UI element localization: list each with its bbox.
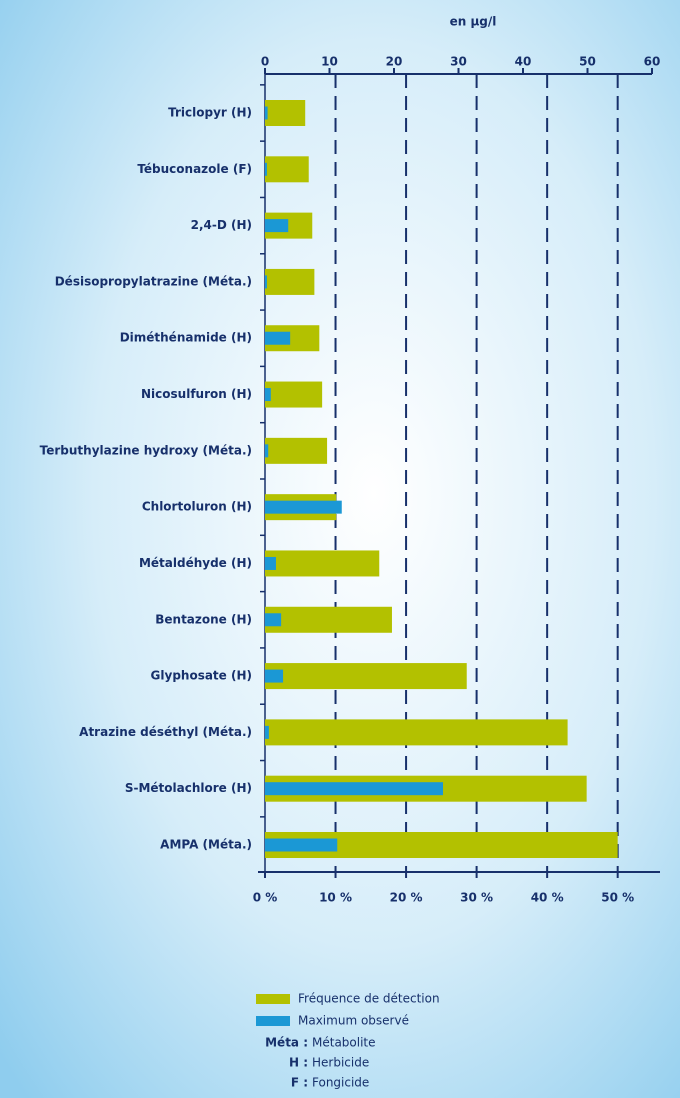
y-tick-label: Triclopyr (H) [168, 106, 252, 120]
y-tick-label: S-Métolachlore (H) [125, 781, 252, 795]
x-tick-label: 10 % [319, 891, 352, 905]
y-tick-label: Diméthénamide (H) [120, 331, 252, 345]
bar [265, 331, 291, 345]
bar [265, 556, 276, 570]
x-tick-label: 40 % [531, 891, 564, 905]
bar [265, 613, 282, 627]
x2-axis-title: en µg/l [450, 15, 497, 29]
x-tick-label: 0 % [253, 891, 278, 905]
bar [265, 275, 267, 289]
note-text: Fongicide [312, 1076, 369, 1090]
x2-tick-label: 0 [261, 55, 269, 69]
x2-tick-label: 40 [515, 55, 532, 69]
bar [265, 550, 380, 577]
note-abbr: H : [289, 1056, 308, 1070]
bar [265, 268, 315, 295]
x2-tick-label: 50 [579, 55, 596, 69]
y-tick-label: Nicosulfuron (H) [141, 387, 252, 401]
x2-tick-label: 30 [450, 55, 467, 69]
legend-label: Maximum observé [298, 1014, 409, 1028]
y-tick-label: Atrazine déséthyl (Méta.) [79, 725, 252, 739]
x2-tick-label: 60 [644, 55, 661, 69]
bar [265, 106, 268, 120]
y-tick-label: Terbuthylazine hydroxy (Méta.) [40, 443, 252, 457]
bar [265, 162, 267, 176]
bar [265, 719, 568, 746]
bar [265, 663, 467, 690]
bar [265, 388, 271, 402]
y-tick-label: Glyphosate (H) [151, 669, 252, 683]
bar [265, 156, 309, 183]
bar [265, 100, 306, 126]
note-text: Métabolite [312, 1036, 376, 1050]
bar [265, 437, 328, 464]
bar [265, 669, 284, 683]
note-abbr: Méta : [265, 1036, 308, 1050]
bar [265, 381, 323, 408]
bar [265, 725, 269, 739]
x-tick-label: 20 % [390, 891, 423, 905]
bar [265, 444, 269, 458]
note-text: Herbicide [312, 1056, 369, 1070]
y-tick-label: Chlortoluron (H) [142, 500, 252, 514]
bar [265, 219, 289, 233]
bar [265, 782, 444, 796]
y-tick-label: Tébuconazole (F) [137, 162, 252, 176]
legend-swatch [256, 1016, 290, 1026]
note-abbr: F : [291, 1076, 308, 1090]
x2-tick-label: 10 [321, 55, 338, 69]
bar [265, 606, 392, 633]
bar [265, 838, 338, 852]
y-tick-label: Métaldéhyde (H) [139, 556, 252, 570]
y-tick-label: AMPA (Méta.) [160, 838, 252, 852]
bar [265, 500, 342, 514]
x-tick-label: 50 % [601, 891, 634, 905]
x2-tick-label: 20 [386, 55, 403, 69]
x-tick-label: 30 % [460, 891, 493, 905]
legend-swatch [256, 994, 290, 1004]
y-tick-label: 2,4-D (H) [191, 218, 252, 232]
y-tick-label: Bentazone (H) [155, 612, 252, 626]
y-tick-label: Désisopropylatrazine (Méta.) [55, 274, 252, 288]
legend-label: Fréquence de détection [298, 992, 440, 1006]
